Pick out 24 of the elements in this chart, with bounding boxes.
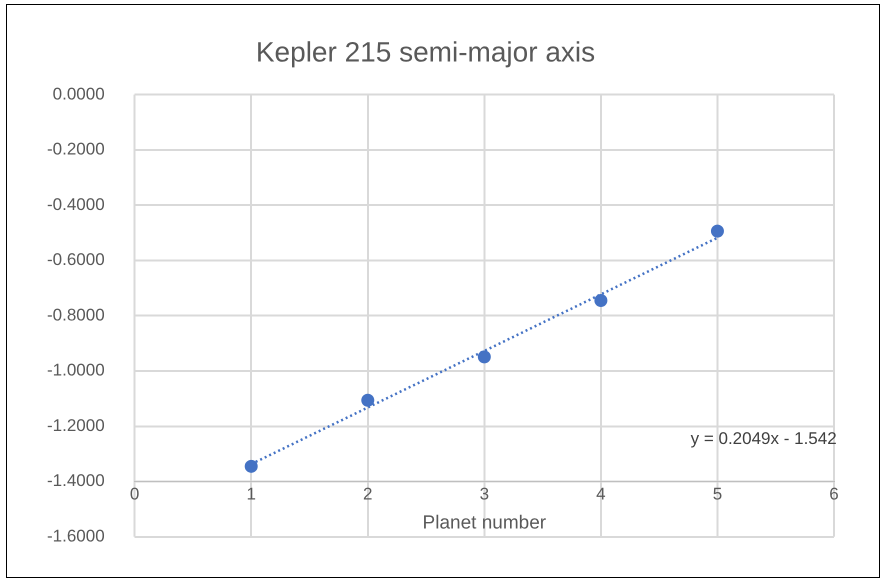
x-tick-label: 4 bbox=[596, 484, 606, 504]
y-tick-label: 0.0000 bbox=[52, 84, 105, 104]
y-tick-label: -0.4000 bbox=[46, 194, 105, 214]
y-tick-label: -0.6000 bbox=[46, 250, 105, 270]
point bbox=[594, 294, 608, 307]
point bbox=[361, 394, 374, 407]
x-tick-label: 2 bbox=[363, 484, 373, 504]
x-tick-label: 5 bbox=[712, 484, 722, 504]
x-tick-label: 6 bbox=[829, 484, 839, 504]
x-tick-label: 1 bbox=[246, 484, 256, 504]
point bbox=[710, 224, 724, 238]
x-tick-label: 3 bbox=[480, 484, 490, 504]
x-axis-title: Planet number bbox=[422, 512, 547, 534]
chart-title: Kepler 215 semi-major axis bbox=[256, 36, 596, 68]
point bbox=[244, 460, 258, 473]
y-tick-label: -0.2000 bbox=[46, 140, 105, 159]
y-tick-label: -0.8000 bbox=[46, 305, 105, 324]
y-tick-label: -1.6000 bbox=[46, 526, 105, 546]
point bbox=[478, 350, 491, 364]
y-tick-label: -1.2000 bbox=[46, 416, 105, 435]
annotation: y = 0.2049x - 1.542 bbox=[690, 429, 837, 448]
y-tick-label: -1.4000 bbox=[46, 471, 105, 490]
x-tick-label: 0 bbox=[130, 484, 140, 504]
y-tick-label: -1.0000 bbox=[46, 360, 105, 380]
